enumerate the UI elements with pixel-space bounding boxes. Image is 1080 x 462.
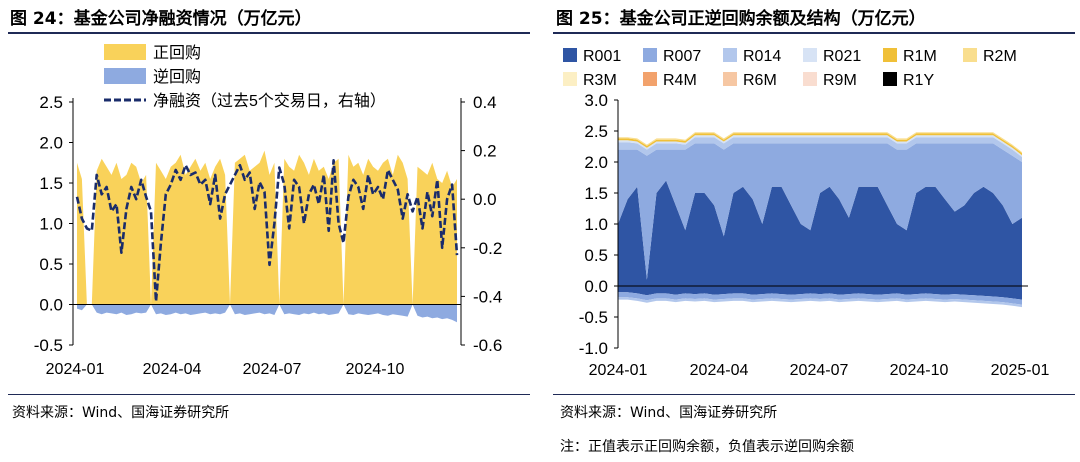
y-tick-label: 1.5 [39,174,63,193]
y-tick-label: -0.5 [34,336,63,355]
net-financing-line [75,159,459,303]
y-tick-label: 1.5 [584,184,608,203]
x-tick-label: 2024-04 [143,361,202,378]
left-chart: 2.5 2.0 1.5 1.0 0.5 0.0 -0.5 0.4 0.2 0.0 -0.2 -0.4 -… [34,44,502,378]
legend-swatch-r1y [883,72,897,86]
legend-label-r6m: R6M [743,72,777,89]
legend-label-r1y: R1Y [903,72,934,89]
legend-label-net: 净融资（过去5个交易日，右轴） [153,92,386,110]
x-tick-label: 2024-01 [589,362,648,379]
right-source-text: 资料来源：Wind、国海证券研究所 [560,405,778,421]
legend-label-r014: R014 [743,48,781,65]
y-tick-label: 2.5 [584,122,608,141]
right-chart-title: 图 25：基金公司正逆回购余额及结构（万亿元） [556,9,926,29]
x-tick-label: 2024-07 [243,361,302,378]
x-tick-label: 2024-04 [690,362,749,379]
legend-label-r2m: R2M [983,48,1017,65]
y-tick-label: -0.5 [579,308,608,327]
legend-label-r9m: R9M [823,72,857,89]
y2-tick-label: -0.4 [473,287,502,306]
legend-label-zhenghuigou: 正回购 [153,44,201,62]
legend-swatch-zhenghuigou [104,44,146,60]
legend-swatch-r014 [723,48,737,62]
y-tick-label: 0.5 [584,246,608,265]
y-tick-label: 2.0 [39,134,63,153]
legend-label-r4m: R4M [663,72,697,89]
legend-swatch-r2m [963,48,977,62]
x-tick-label: 2025-01 [991,362,1050,379]
legend-label-r3m: R3M [583,72,617,89]
legend-swatch-r001 [563,48,577,62]
legend-swatch-r9m [803,72,817,86]
neg-area-r007 [618,292,1022,305]
left-chart-title: 图 24：基金公司净融资情况（万亿元） [10,9,312,29]
y-tick-label: 0.5 [39,255,63,274]
legend-swatch-nihuigou [104,68,146,84]
y-tick-label: 1.0 [584,215,608,234]
y-tick-label: -1.0 [579,339,608,358]
right-source-rule [553,394,1075,395]
y2-tick-label: 0.0 [473,190,497,209]
legend-swatch-r4m [643,72,657,86]
right-chart: 3.0 2.5 2.0 1.5 1.0 0.5 0.0 -0.5 -1.0 2024-01 2024… [563,48,1050,379]
area-r014 [618,137,1022,162]
x-tick-label: 2024-10 [890,362,949,379]
x-tick-label: 2024-10 [346,361,405,378]
legend-swatch-r021 [803,48,817,62]
legend-label-r021: R021 [823,48,861,65]
legend-swatch-r6m [723,72,737,86]
nihuigou-area [77,304,457,323]
right-title-rule [553,32,1075,34]
legend-swatch-r1m [883,48,897,62]
legend-label-r007: R007 [663,48,701,65]
y-tick-label: 2.0 [584,153,608,172]
y2-tick-label: -0.2 [473,239,502,258]
neg-area-r001 [618,286,1022,300]
legend-label-r001: R001 [583,48,621,65]
y2-tick-label: 0.2 [473,142,497,161]
y2-tick-label: 0.4 [473,93,497,112]
legend-label-r1m: R1M [903,48,937,65]
y-tick-label: 3.0 [584,91,608,110]
y2-tick-label: -0.6 [473,336,502,355]
x-tick-label: 2024-01 [46,361,105,378]
y-tick-label: 0.0 [584,277,608,296]
legend-label-nihuigou: 逆回购 [153,68,201,86]
neg-area-r014 [618,297,1022,308]
y-tick-label: 0.0 [39,296,63,315]
left-source-rule [8,394,530,395]
legend-swatch-r007 [643,48,657,62]
y-tick-label: 2.5 [39,93,63,112]
left-title-rule [8,32,530,34]
legend-swatch-r3m [563,72,577,86]
left-source-text: 资料来源：Wind、国海证券研究所 [12,405,230,421]
area-r007 [618,143,1022,280]
right-note-text: 注：正值表示正回购余额，负值表示逆回购余额 [560,439,854,455]
x-tick-label: 2024-07 [790,362,849,379]
area-r001 [618,180,1022,286]
y-tick-label: 1.0 [39,215,63,234]
